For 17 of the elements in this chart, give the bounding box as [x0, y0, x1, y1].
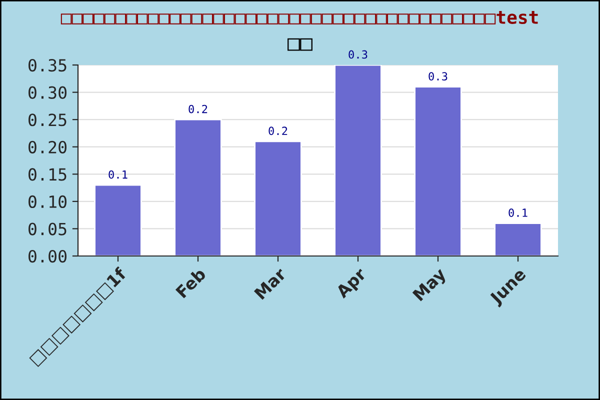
y-tick-label: 0.35	[28, 59, 66, 72]
data-label: 0.3	[428, 72, 448, 81]
chart-title: □□□□□□□□□□□□□□□□□□□□□□□□□□□□□□□□□□□□□□□□test	[60, 11, 538, 24]
data-label: 0.2	[188, 104, 208, 114]
x-tick-label: Feb	[175, 266, 207, 298]
y-tick-label: 0.00	[28, 250, 67, 263]
data-label: 0.1	[108, 170, 128, 179]
data-label: 0.2	[268, 126, 288, 136]
y-tick-label: 0.05	[28, 222, 66, 236]
chart-subtitle: □□	[288, 38, 312, 51]
y-tick-label: 0.10	[28, 195, 67, 208]
y-tick-label: 0.30	[28, 86, 67, 99]
y-tick-label: 0.15	[28, 168, 66, 181]
y-tick-label: 0.25	[28, 114, 66, 126]
y-tick-label: 0.20	[28, 140, 67, 154]
data-label: 0.3	[348, 50, 368, 59]
data-label: 0.1	[508, 208, 528, 217]
